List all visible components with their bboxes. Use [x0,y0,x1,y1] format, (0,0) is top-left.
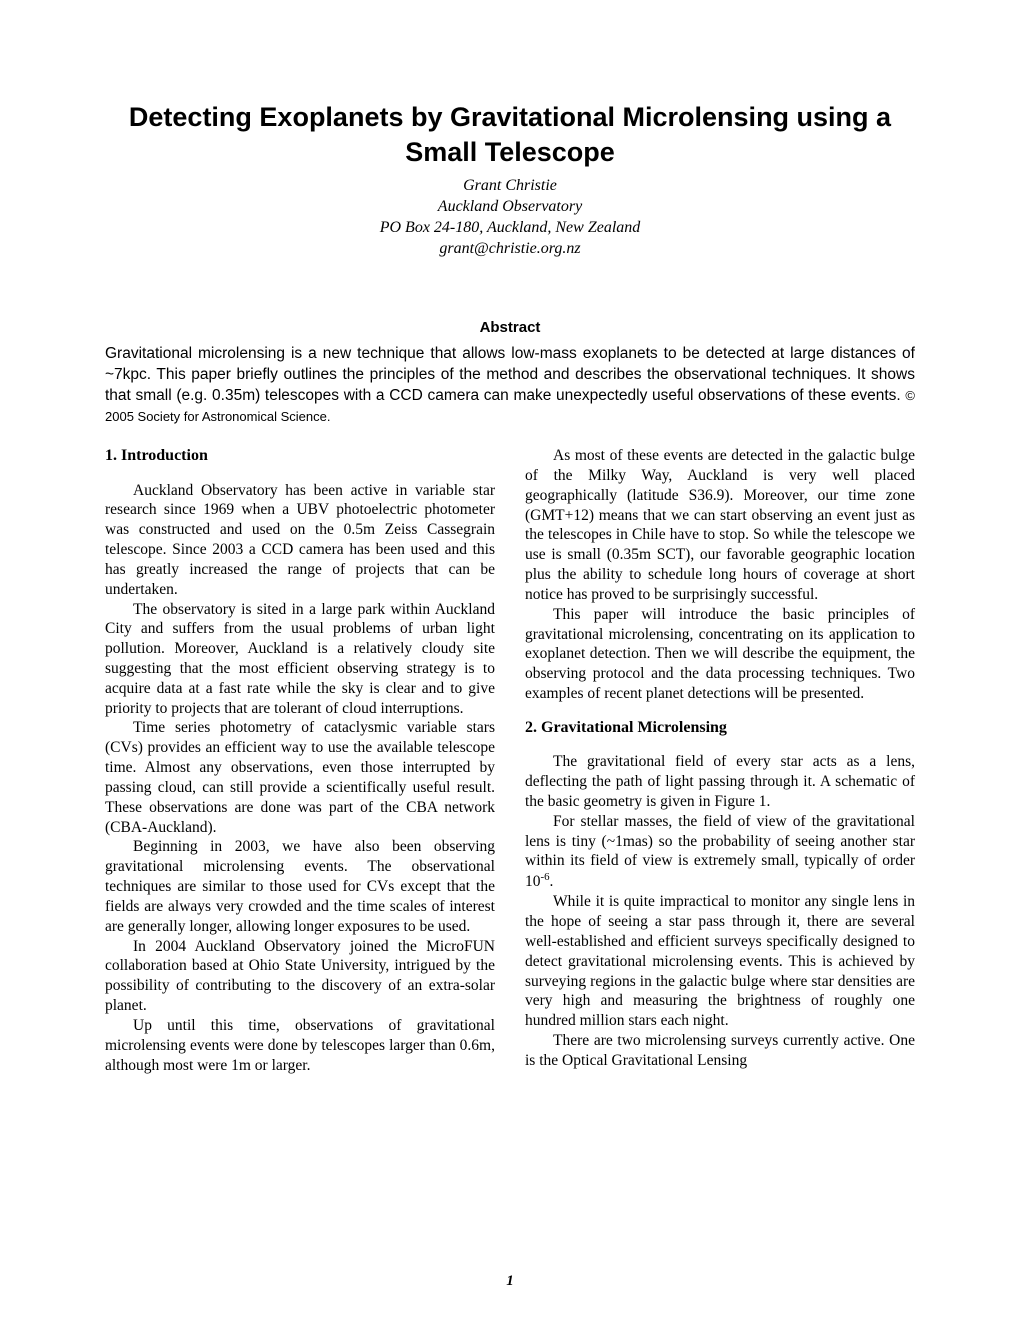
s2-exponent: -6 [541,871,550,883]
page-number: 1 [0,1273,1020,1290]
s1-p1: Auckland Observatory has been active in … [105,481,495,600]
abstract-text: Gravitational microlensing is a new tech… [105,344,915,428]
s2-p4: There are two microlensing surveys curre… [525,1031,915,1071]
s1-p8: This paper will introduce the basic prin… [525,605,915,704]
author-address: PO Box 24-180, Auckland, New Zealand [105,218,915,239]
s1-p4: Beginning in 2003, we have also been obs… [105,837,495,936]
s1-p2: The observatory is sited in a large park… [105,600,495,719]
s1-p6: Up until this time, observations of grav… [105,1016,495,1075]
section-2-heading: 2. Gravitational Microlensing [525,718,915,738]
s2-p2: For stellar masses, the field of view of… [525,812,915,892]
s1-p5: In 2004 Auckland Observatory joined the … [105,937,495,1016]
abstract-body: Gravitational microlensing is a new tech… [105,345,915,404]
s2-p1: The gravitational field of every star ac… [525,752,915,811]
s2-p2a: For stellar masses, the field of view of… [525,813,915,891]
body-columns: 1. Introduction Auckland Observatory has… [105,446,915,1075]
section-1-heading: 1. Introduction [105,446,495,466]
author-block: Grant Christie Auckland Observatory PO B… [105,176,915,259]
s2-p2b: . [550,873,554,890]
s1-p7: As most of these events are detected in … [525,446,915,605]
abstract-heading: Abstract [105,319,915,336]
s1-p3: Time series photometry of cataclysmic va… [105,718,495,837]
s2-p3: While it is quite impractical to monitor… [525,892,915,1031]
paper-title: Detecting Exoplanets by Gravitational Mi… [105,100,915,170]
author-name: Grant Christie [105,176,915,197]
author-affiliation: Auckland Observatory [105,197,915,218]
author-email: grant@christie.org.nz [105,239,915,260]
